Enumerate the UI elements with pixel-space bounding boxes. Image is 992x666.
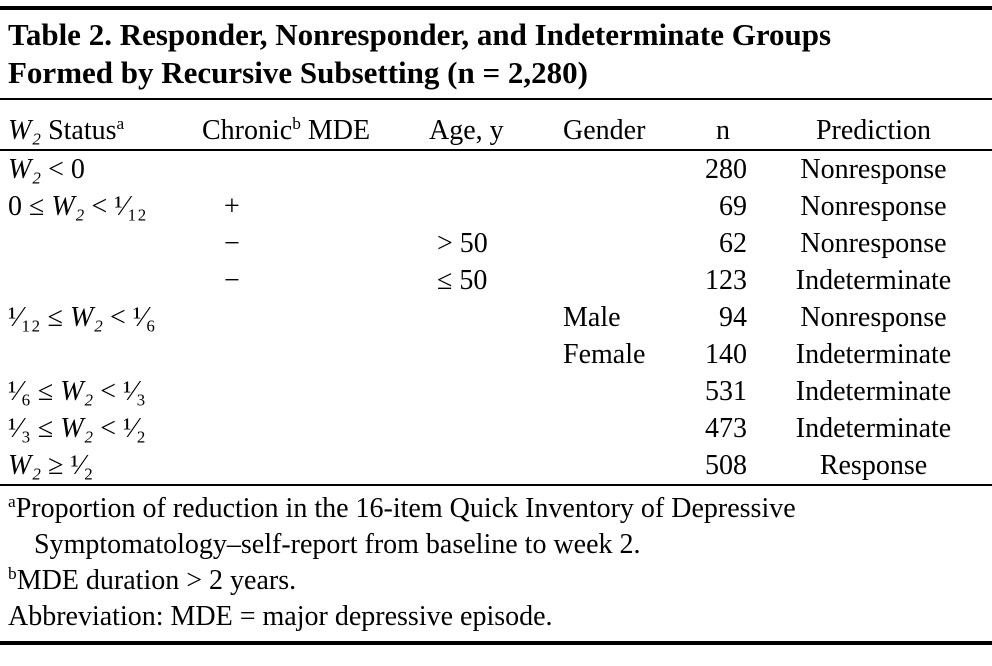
- cell-n: 62: [719, 228, 747, 259]
- cell-chronic-mde: [198, 299, 423, 336]
- column-header-age: Age, y: [429, 115, 504, 146]
- cell-gender: [553, 373, 683, 410]
- cell-w2-status: ¹⁄₁₂ ≤ W₂ < ¹⁄₆: [8, 302, 156, 333]
- cell-w2-status: [8, 336, 198, 373]
- cell-prediction: Nonresponse: [800, 154, 947, 185]
- footnote-marker-b: b: [8, 564, 17, 584]
- footnote-marker-a: a: [8, 492, 16, 512]
- cell-n: 508: [705, 450, 747, 481]
- cell-n: 140: [705, 339, 747, 370]
- cell-w2-status: W₂ ≥ ¹⁄₂: [8, 450, 94, 481]
- cell-w2-status: ¹⁄₃ ≤ W₂ < ¹⁄₂: [8, 413, 146, 444]
- cell-w2-status: [8, 262, 198, 299]
- cell-age: [423, 299, 553, 336]
- cell-gender: [553, 188, 683, 225]
- cell-gender: [553, 447, 683, 484]
- cell-age: [423, 410, 553, 447]
- cell-n: 94: [719, 302, 747, 333]
- cell-age: [423, 188, 553, 225]
- cell-n: 69: [719, 191, 747, 222]
- footnote-b: bMDE duration > 2 years.: [8, 564, 297, 596]
- w2-symbol: W₂: [8, 115, 42, 146]
- rule-above-footnotes: [0, 484, 992, 486]
- cell-gender: [553, 151, 683, 188]
- cell-w2-status: 0 ≤ W₂ < ¹⁄₁₂: [8, 191, 147, 222]
- cell-age: [423, 151, 553, 188]
- cell-prediction: Response: [819, 450, 928, 481]
- rule-bottom: [0, 641, 992, 645]
- cell-n: 531: [705, 376, 747, 407]
- cell-w2-status: ¹⁄₆ ≤ W₂ < ¹⁄₃: [8, 376, 146, 407]
- footnote-abbreviation: Abbreviation: MDE = major depressive epi…: [8, 601, 553, 632]
- column-header-n: n: [716, 115, 730, 146]
- footnote-marker-b: b: [292, 114, 301, 134]
- table-title-line1: Table 2. Responder, Nonresponder, and In…: [8, 17, 832, 52]
- footnote-marker-a: a: [116, 114, 125, 134]
- cell-age: [423, 373, 553, 410]
- cell-w2-status: W₂ < 0: [8, 154, 85, 185]
- footnote-a: aProportion of reduction in the 16-item …: [8, 492, 796, 560]
- cell-chronic-mde: −: [224, 228, 240, 259]
- cell-prediction: Indeterminate: [795, 413, 952, 444]
- table-header-row: W₂ Statusa Chronicb MDE Age, y Gender n …: [0, 100, 992, 149]
- paper-table-figure: Table 2. Responder, Nonresponder, and In…: [0, 6, 992, 645]
- cell-chronic-mde: −: [224, 265, 240, 296]
- cell-chronic-mde: [198, 410, 423, 447]
- rule-under-title: [0, 98, 992, 100]
- cell-n: 123: [705, 265, 747, 296]
- column-header-w2-status: W₂ Statusa: [8, 114, 125, 146]
- rule-top: [0, 6, 992, 10]
- cell-prediction: Nonresponse: [800, 191, 947, 222]
- cell-age: ≤ 50: [437, 265, 488, 296]
- cell-chronic-mde: +: [224, 191, 240, 222]
- cell-gender: Male: [563, 302, 621, 333]
- cell-prediction: Nonresponse: [800, 228, 947, 259]
- cell-gender: [553, 262, 683, 299]
- cell-n: 473: [705, 413, 747, 444]
- rule-under-header: [0, 149, 992, 151]
- table-title-line2: Formed by Recursive Subsetting (n = 2,28…: [8, 55, 588, 90]
- column-header-gender: Gender: [563, 115, 646, 146]
- cell-age: [423, 336, 553, 373]
- cell-chronic-mde: [198, 336, 423, 373]
- cell-prediction: Indeterminate: [795, 339, 952, 370]
- cell-age: [423, 447, 553, 484]
- cell-gender: Female: [563, 339, 646, 370]
- cell-age: > 50: [437, 228, 488, 259]
- cell-gender: [553, 410, 683, 447]
- cell-gender: [553, 225, 683, 262]
- table-title: Table 2. Responder, Nonresponder, and In…: [0, 10, 992, 98]
- cell-prediction: Indeterminate: [795, 265, 952, 296]
- cell-prediction: Indeterminate: [795, 376, 952, 407]
- table-body: W₂ < 0 280 Nonresponse 0 ≤ W₂ < ¹⁄₁₂ + 6…: [0, 151, 992, 484]
- cell-chronic-mde: [198, 151, 423, 188]
- cell-w2-status: [8, 225, 198, 262]
- cell-prediction: Nonresponse: [800, 302, 947, 333]
- cell-chronic-mde: [198, 373, 423, 410]
- cell-n: 280: [705, 154, 747, 185]
- column-header-chronic-mde: Chronicb MDE: [202, 114, 371, 146]
- column-header-prediction: Prediction: [815, 115, 932, 146]
- cell-chronic-mde: [198, 447, 423, 484]
- table-footnotes: aProportion of reduction in the 16-item …: [0, 486, 992, 641]
